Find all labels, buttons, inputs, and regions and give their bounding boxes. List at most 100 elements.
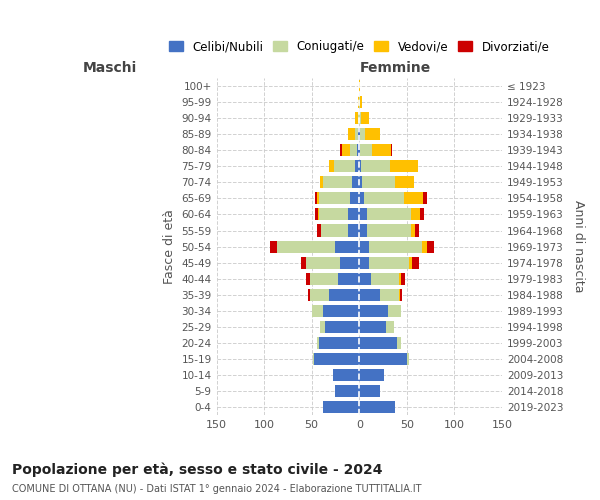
Text: COMUNE DI OTTANA (NU) - Dati ISTAT 1° gennaio 2024 - Elaborazione TUTTITALIA.IT: COMUNE DI OTTANA (NU) - Dati ISTAT 1° ge… (12, 484, 421, 494)
Bar (415, 224, 419, 236)
Bar (358, 112, 359, 124)
Bar (335, 385, 359, 397)
Bar (359, 128, 360, 140)
Bar (410, 208, 420, 220)
Bar (359, 272, 371, 284)
Bar (314, 208, 319, 220)
Bar (386, 321, 394, 333)
Bar (277, 240, 335, 252)
Bar (313, 353, 314, 365)
Bar (359, 96, 360, 108)
Bar (401, 272, 405, 284)
Bar (334, 160, 355, 172)
Bar (360, 96, 362, 108)
Bar (340, 256, 359, 268)
Bar (355, 128, 358, 140)
Legend: Celibi/Nubili, Coniugati/e, Vedovi/e, Divorziati/e: Celibi/Nubili, Coniugati/e, Vedovi/e, Di… (166, 36, 553, 57)
Bar (317, 192, 319, 204)
Bar (348, 208, 359, 220)
Bar (359, 369, 384, 381)
Bar (323, 305, 359, 317)
Text: Maschi: Maschi (82, 60, 137, 74)
Y-axis label: Fasce di età: Fasce di età (163, 209, 176, 284)
Bar (359, 192, 364, 204)
Bar (321, 224, 348, 236)
Bar (369, 256, 409, 268)
Bar (407, 353, 409, 365)
Bar (391, 144, 392, 156)
Bar (359, 401, 395, 413)
Bar (359, 160, 361, 172)
Bar (348, 128, 355, 140)
Bar (316, 192, 317, 204)
Bar (371, 144, 391, 156)
Bar (319, 192, 350, 204)
Bar (359, 385, 380, 397)
Bar (340, 144, 342, 156)
Bar (388, 305, 401, 317)
Bar (314, 353, 359, 365)
Bar (270, 240, 277, 252)
Bar (359, 288, 380, 301)
Bar (359, 337, 397, 349)
Bar (317, 337, 319, 349)
Bar (355, 112, 358, 124)
Bar (367, 208, 410, 220)
Bar (320, 321, 325, 333)
Bar (310, 288, 329, 301)
Bar (361, 160, 390, 172)
Bar (369, 240, 422, 252)
Bar (317, 224, 321, 236)
Bar (359, 353, 407, 365)
Bar (329, 288, 359, 301)
Bar (420, 208, 424, 220)
Bar (359, 305, 388, 317)
Bar (400, 288, 402, 301)
Bar (399, 288, 400, 301)
Bar (306, 272, 310, 284)
Bar (358, 128, 359, 140)
Bar (359, 144, 360, 156)
Bar (359, 80, 360, 92)
Bar (409, 256, 412, 268)
Bar (404, 192, 423, 204)
Bar (308, 288, 310, 301)
Bar (358, 144, 359, 156)
Bar (364, 192, 404, 204)
Bar (360, 128, 365, 140)
Bar (360, 144, 371, 156)
Bar (335, 240, 359, 252)
Bar (399, 272, 401, 284)
Bar (332, 369, 359, 381)
Bar (427, 240, 434, 252)
Bar (319, 208, 348, 220)
Bar (352, 176, 359, 188)
Bar (306, 256, 340, 268)
Bar (397, 337, 401, 349)
Bar (320, 176, 323, 188)
Bar (310, 272, 338, 284)
Bar (348, 224, 359, 236)
Bar (342, 144, 350, 156)
Bar (359, 321, 386, 333)
Bar (350, 192, 359, 204)
Bar (355, 160, 359, 172)
Bar (319, 337, 359, 349)
Bar (359, 112, 361, 124)
Bar (350, 144, 358, 156)
Bar (311, 305, 323, 317)
Text: Femmine: Femmine (359, 60, 431, 74)
Bar (359, 240, 369, 252)
Bar (359, 224, 367, 236)
Bar (423, 192, 427, 204)
Bar (410, 224, 415, 236)
Bar (359, 208, 367, 220)
Bar (325, 321, 359, 333)
Bar (380, 288, 399, 301)
Bar (358, 96, 359, 108)
Bar (359, 176, 362, 188)
Bar (361, 112, 369, 124)
Bar (338, 272, 359, 284)
Bar (412, 256, 419, 268)
Bar (371, 272, 399, 284)
